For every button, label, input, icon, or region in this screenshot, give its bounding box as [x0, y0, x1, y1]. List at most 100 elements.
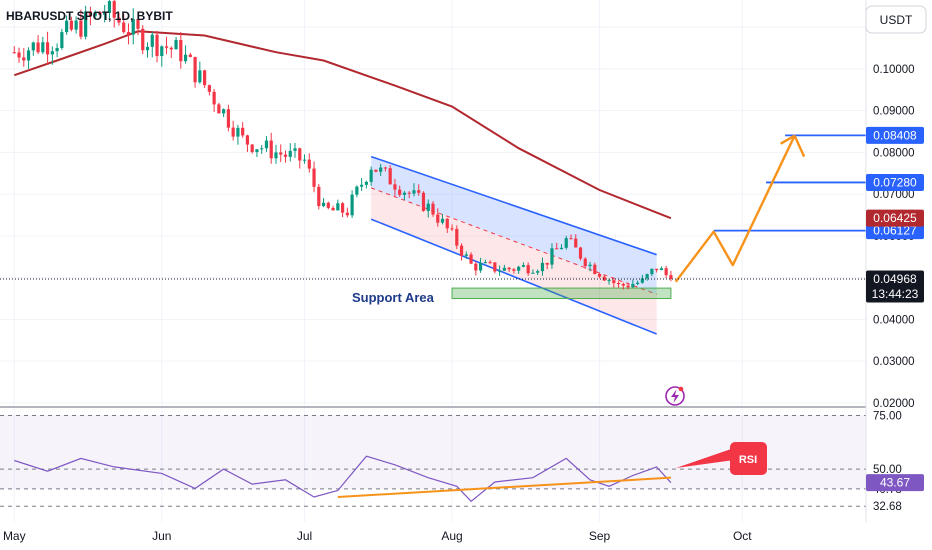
candle-body: [350, 194, 354, 216]
ma-value-text: 0.06425: [873, 211, 917, 225]
candle-body: [574, 238, 578, 248]
candle-body: [331, 207, 335, 211]
rsi-tick-label: 32.68: [873, 501, 902, 513]
candle-body: [650, 268, 654, 275]
candle-body: [388, 168, 392, 185]
candle-body: [545, 262, 549, 265]
lightning-icon[interactable]: [665, 386, 685, 406]
candle-body: [264, 140, 269, 149]
candle-body: [122, 22, 126, 33]
candle-body: [374, 169, 378, 172]
candle-body: [417, 190, 421, 193]
candle-body: [302, 159, 307, 161]
candle-body: [640, 278, 644, 283]
candle-body: [231, 127, 235, 137]
target-badge-text: 0.06127: [873, 224, 917, 238]
chart-title: HBARUSDT SPOT, 1D, BYBIT: [6, 9, 173, 23]
candle-body: [188, 54, 192, 57]
candle-body: [103, 12, 107, 15]
candle-body: [217, 104, 221, 114]
candle-body: [312, 168, 316, 187]
candle-body: [307, 159, 311, 169]
candles-layer: [12, 0, 673, 290]
candle-body: [22, 57, 26, 61]
candle-body: [74, 20, 78, 30]
candle-body: [155, 34, 159, 57]
rsi-band: [0, 414, 866, 507]
candle-body: [669, 275, 673, 279]
candle-body: [393, 184, 397, 190]
candle-body: [517, 266, 521, 271]
candle-body: [293, 148, 297, 151]
candle-body: [79, 20, 83, 37]
candle-body: [636, 282, 640, 284]
rsi-tick-label: 50.00: [873, 464, 902, 476]
ma-value-badge: 0.06425: [866, 209, 924, 227]
candle-body: [340, 203, 345, 213]
candle-body: [179, 39, 183, 62]
projection-line: [674, 135, 796, 283]
support-zone-box: [451, 287, 672, 300]
moving-average-layer: [13, 30, 672, 220]
rsi-callout: RSI: [676, 442, 767, 475]
projection-path: [674, 134, 806, 283]
candle-body: [250, 144, 254, 153]
candle-body: [383, 167, 388, 169]
candle-body: [488, 262, 492, 264]
candle-body: [17, 52, 21, 58]
candle-body: [597, 273, 602, 277]
candle-body: [203, 70, 207, 86]
candle-body: [260, 148, 264, 150]
candle-body: [588, 264, 592, 267]
candle-body: [431, 203, 435, 215]
moving-average-line: [13, 30, 672, 220]
candle-body: [145, 46, 150, 51]
candle-body: [631, 283, 635, 288]
candle-body: [336, 203, 340, 211]
chart-grid: [0, 0, 866, 522]
time-tick-label: Aug: [441, 529, 462, 543]
candle-body: [169, 47, 173, 50]
candle-body: [274, 152, 278, 159]
candle-body: [493, 262, 497, 272]
target-badges: 0.06127 0.07280 0.08408: [866, 126, 924, 240]
candle-body: [569, 238, 573, 240]
candle-body: [45, 42, 50, 55]
candle-body: [621, 283, 625, 286]
candle-body: [426, 203, 430, 211]
candle-body: [559, 247, 564, 250]
candle-body: [93, 11, 97, 17]
currency-button[interactable]: USDT: [865, 5, 927, 34]
candle-body: [421, 192, 426, 211]
candle-body: [255, 149, 259, 153]
candle-body: [298, 148, 302, 161]
candle-body: [659, 268, 663, 271]
target-badge-text: 0.07280: [873, 175, 917, 189]
projection-arrow-right: [793, 135, 806, 158]
rsi-tick-label: 75.00: [873, 410, 902, 422]
candle-body: [364, 181, 368, 185]
candle-body: [664, 268, 668, 276]
candle-body: [645, 274, 649, 279]
candle-body: [245, 135, 250, 145]
candle-body: [60, 32, 64, 48]
candle-body: [440, 218, 445, 223]
support-zone: Support Area: [352, 287, 672, 305]
candle-body: [469, 254, 473, 264]
candle-body: [521, 265, 526, 267]
candle-body: [412, 190, 416, 194]
candle-body: [445, 218, 449, 229]
price-tick-label: 0.03000: [873, 356, 915, 368]
candle-body: [616, 283, 621, 285]
candle-body: [583, 258, 587, 267]
candle-body: [607, 280, 611, 282]
candle-body: [236, 127, 240, 137]
candle-body: [593, 264, 597, 274]
candle-body: [464, 254, 468, 256]
time-tick-label: Jun: [152, 529, 171, 543]
candle-body: [478, 262, 483, 271]
candle-body: [222, 109, 226, 114]
rsi-background-band: [0, 415, 866, 489]
candle-body: [326, 202, 330, 208]
